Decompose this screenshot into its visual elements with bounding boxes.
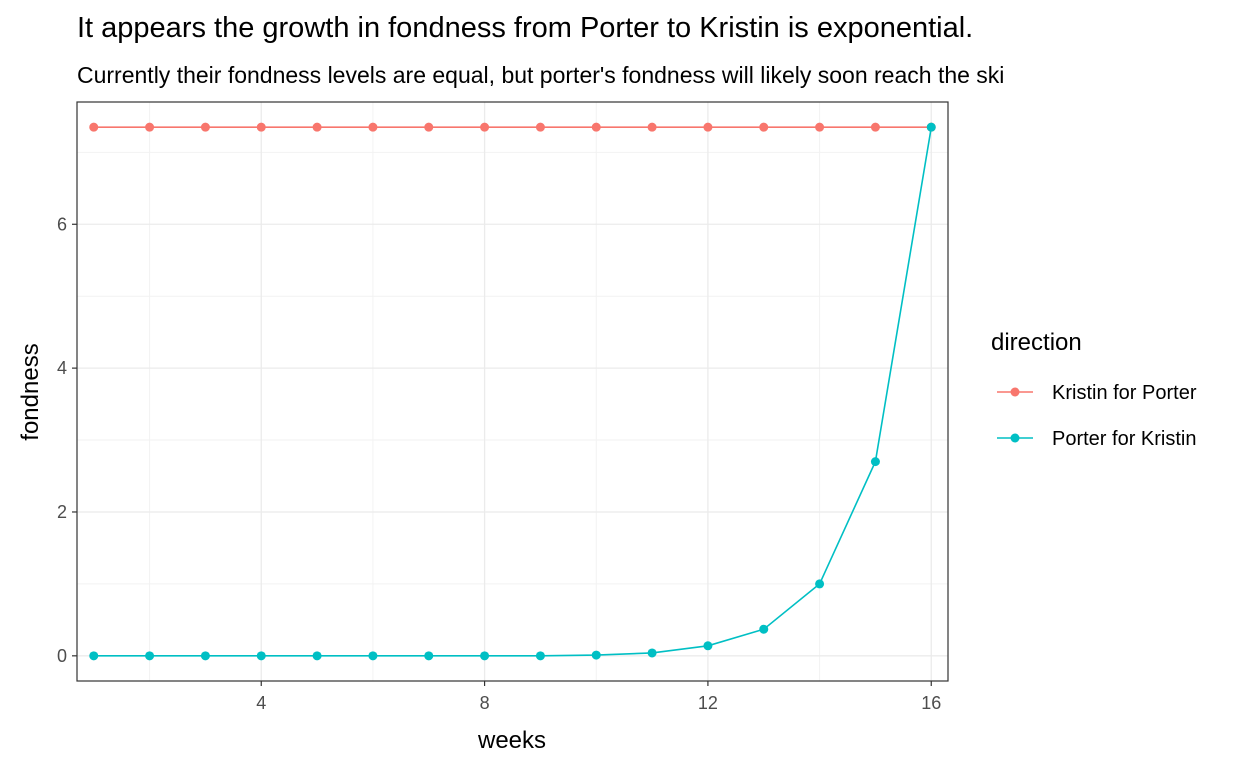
x-axis: 4 8 12 16	[256, 681, 941, 713]
series-line-2	[93, 127, 933, 657]
y-axis: 0 2 4 6	[57, 214, 77, 666]
series-2-point	[870, 457, 880, 467]
series-2-point	[89, 651, 99, 661]
series-1-point	[145, 122, 155, 132]
series-2-point	[703, 641, 713, 651]
series-1-point	[368, 122, 378, 132]
x-tick-label: 16	[921, 693, 941, 713]
series-2-point	[815, 579, 825, 589]
x-tick-label: 8	[480, 693, 490, 713]
series-1-point	[870, 122, 880, 132]
plot-panel-border	[76, 101, 949, 682]
series-1-point	[759, 122, 769, 132]
plot-panel-background	[77, 102, 948, 681]
x-axis-title: weeks	[477, 727, 546, 754]
y-tick-label: 0	[57, 646, 67, 666]
series-2-point	[312, 651, 322, 661]
y-tick-label: 6	[57, 214, 67, 234]
series-2-point	[647, 648, 657, 658]
chart-subtitle: Currently their fondness levels are equa…	[77, 62, 1005, 88]
y-axis-title: fondness	[17, 343, 44, 440]
series-2-point	[480, 651, 490, 661]
series-2-point	[535, 651, 545, 661]
legend: direction Kristin for Porter Porter for K…	[991, 329, 1197, 450]
series-1-point	[89, 122, 99, 132]
y-tick-label: 4	[57, 358, 67, 378]
legend-key-point	[1010, 433, 1020, 443]
series-1-point	[815, 122, 825, 132]
series-1-point	[591, 122, 601, 132]
series-2-point	[926, 122, 936, 132]
chart-title: It appears the growth in fondness from P…	[77, 12, 974, 44]
legend-key-point	[1010, 387, 1020, 397]
series-layer	[89, 122, 936, 661]
series-2-point	[424, 651, 434, 661]
series-2-point	[368, 651, 378, 661]
x-tick-label: 4	[256, 693, 266, 713]
series-2-point	[145, 651, 155, 661]
series-1-point	[647, 122, 657, 132]
legend-label: Porter for Kristin	[1052, 428, 1196, 450]
y-tick-label: 2	[57, 502, 67, 522]
series-2-point	[591, 650, 601, 660]
series-1-point	[480, 122, 490, 132]
legend-title: direction	[991, 329, 1082, 356]
series-2-point	[256, 651, 266, 661]
series-1-point	[312, 122, 322, 132]
series-1-point	[200, 122, 210, 132]
series-2-point	[759, 624, 769, 634]
series-1-point	[256, 122, 266, 132]
series-2-point	[200, 651, 210, 661]
series-1-point	[535, 122, 545, 132]
series-1-point	[703, 122, 713, 132]
legend-label: Kristin for Porter	[1052, 382, 1197, 404]
x-tick-label: 12	[698, 693, 718, 713]
series-1-point	[424, 122, 434, 132]
